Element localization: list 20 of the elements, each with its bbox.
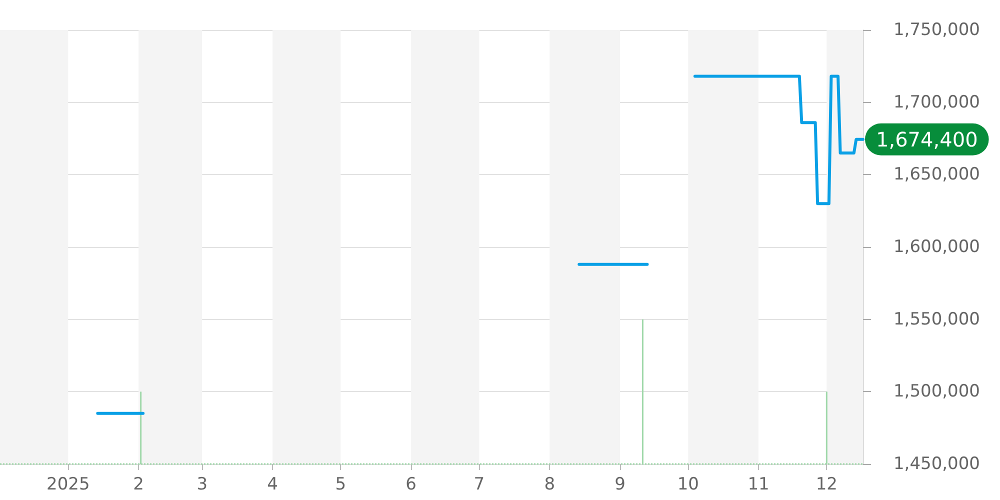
x-tick-label: 12 <box>816 474 838 494</box>
x-tick-label: 5 <box>335 474 346 494</box>
y-tick-label: 1,750,000 <box>893 20 980 40</box>
y-tick-label: 1,550,000 <box>893 309 980 330</box>
y-tick-label: 1,600,000 <box>893 237 980 257</box>
x-tick-label: 10 <box>677 474 699 494</box>
x-tick-label: 2 <box>133 474 144 494</box>
x-tick-label: 7 <box>474 474 485 494</box>
x-tick-label: 4 <box>267 474 278 494</box>
y-tick-label: 1,450,000 <box>893 454 980 474</box>
x-tick-label: 2025 <box>46 474 90 494</box>
y-tick-label: 1,500,000 <box>893 382 980 402</box>
x-tick-label: 11 <box>748 474 770 494</box>
data-label: 1,674,400 <box>876 127 978 152</box>
x-tick-label: 9 <box>614 474 626 494</box>
x-tick-label: 6 <box>406 474 416 494</box>
y-tick-label: 1,700,000 <box>893 92 980 112</box>
x-tick-label: 8 <box>544 474 556 494</box>
x-tick-label: 3 <box>196 474 208 494</box>
y-tick-label: 1,650,000 <box>893 164 980 185</box>
